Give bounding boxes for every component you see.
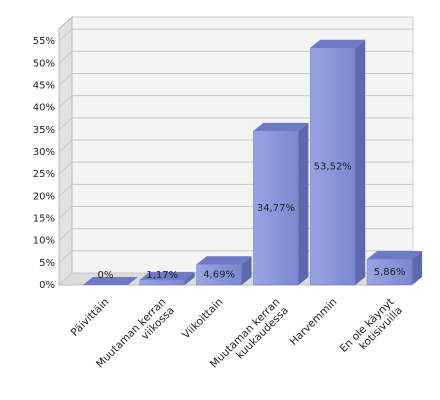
y-tick-label: 30% <box>33 147 55 158</box>
grid-line <box>58 95 413 109</box>
bar <box>366 258 413 286</box>
bar-top <box>310 39 366 48</box>
bar-top <box>367 251 423 260</box>
bar-side <box>241 256 252 285</box>
y-tick-label: 25% <box>33 169 55 180</box>
grid-line <box>58 50 413 64</box>
bar-side <box>355 39 366 286</box>
value-label: 4,69% <box>203 270 235 281</box>
grid-line <box>58 73 413 86</box>
value-label: 34,77% <box>257 203 295 214</box>
bar <box>253 130 299 286</box>
value-label: 5,86% <box>374 267 406 278</box>
value-label: 0% <box>97 270 113 281</box>
value-label: 53,52% <box>314 161 352 172</box>
bar <box>139 279 185 286</box>
y-tick-label: 0% <box>39 280 55 291</box>
y-tick-label: 50% <box>33 58 55 69</box>
bar-top <box>82 277 138 285</box>
bar-side <box>298 122 309 285</box>
bar-side <box>184 271 195 285</box>
value-label: 1,17% <box>146 270 178 281</box>
y-tick-label: 40% <box>33 103 55 114</box>
y-tick-label: 35% <box>33 125 55 136</box>
bar <box>310 47 356 286</box>
grid-line <box>58 28 413 42</box>
y-tick-label: 15% <box>33 214 55 225</box>
bar-top <box>196 256 252 265</box>
bar-top <box>253 122 309 131</box>
y-tick-label: 20% <box>33 191 55 202</box>
y-tick-label: 5% <box>39 258 55 269</box>
y-tick-label: 10% <box>33 236 55 247</box>
bar-top <box>139 271 195 280</box>
y-tick-label: 45% <box>33 81 55 92</box>
y-tick-label: 55% <box>33 36 55 47</box>
bar-side <box>412 251 423 285</box>
grid-line <box>58 117 413 131</box>
bar <box>196 263 242 286</box>
